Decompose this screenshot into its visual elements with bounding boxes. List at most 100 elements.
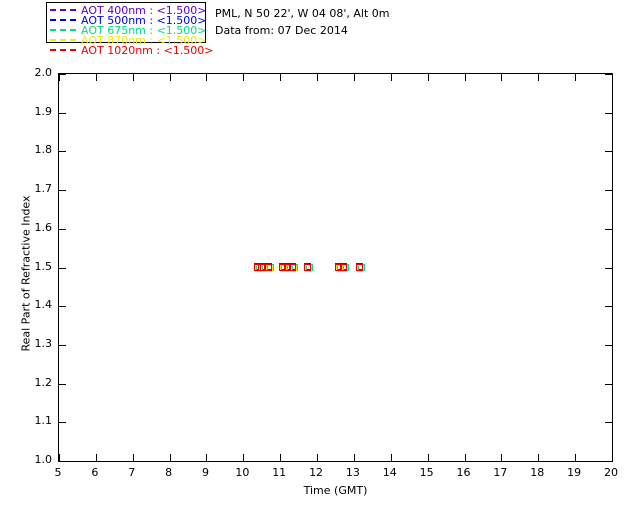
y-tick — [59, 306, 66, 308]
marker-square — [288, 264, 296, 271]
marker-square — [279, 265, 287, 272]
x-tick-top — [353, 74, 355, 81]
x-tick-top — [464, 74, 466, 81]
x-tick — [317, 454, 319, 461]
x-tick — [538, 454, 540, 461]
y-tick-right — [605, 422, 612, 424]
x-tick — [132, 454, 134, 461]
x-tick-label: 15 — [419, 466, 434, 479]
legend-entry-870nm: AOT 870nm : <1.500> — [50, 35, 207, 46]
x-tick-top — [243, 74, 245, 81]
data-point-marker — [303, 264, 312, 271]
data-point-marker — [288, 264, 297, 271]
y-tick-right — [605, 383, 612, 385]
marker-square — [264, 264, 272, 271]
x-tick-top — [575, 74, 577, 81]
y-tick — [59, 112, 66, 114]
x-tick-top — [501, 74, 503, 81]
y-tick-right — [605, 112, 612, 114]
x-tick — [280, 454, 282, 461]
marker-square — [278, 264, 286, 271]
x-tick-label: 5 — [54, 466, 62, 479]
data-point-marker — [278, 264, 287, 271]
x-tick-top — [612, 74, 613, 81]
x-tick-label: 7 — [128, 466, 136, 479]
y-tick — [59, 344, 66, 346]
x-tick-label: 6 — [91, 466, 99, 479]
x-tick-label: 19 — [567, 466, 582, 479]
x-tick-top — [317, 74, 319, 81]
data-point-marker — [253, 264, 262, 271]
y-tick — [59, 422, 66, 424]
data-point-marker — [304, 264, 312, 272]
y-tick-label: 1.2 — [34, 375, 53, 389]
x-tick-label: 16 — [456, 466, 471, 479]
y-tick-label: 1.9 — [34, 104, 53, 118]
x-tick — [169, 454, 171, 461]
y-tick-label: 1.8 — [34, 143, 53, 157]
x-tick — [612, 454, 613, 461]
x-tick-label: 13 — [345, 466, 360, 479]
y-tick-label: 1.0 — [34, 453, 53, 466]
marker-square — [283, 264, 291, 271]
legend-entry-400nm: AOT 400nm : <1.500> — [50, 5, 207, 16]
y-tick-right — [605, 267, 612, 269]
x-tick-label: 11 — [272, 466, 287, 479]
legend-label-870nm: AOT 870nm : <1.500> — [81, 34, 207, 47]
x-tick-top — [132, 74, 134, 81]
y-tick-label: 1.6 — [34, 220, 53, 234]
data-point-marker — [283, 264, 292, 271]
x-tick-top — [280, 74, 282, 81]
marker-square — [304, 265, 312, 272]
y-tick-label: 1.4 — [34, 298, 53, 312]
y-tick-right — [605, 228, 612, 230]
x-tick-label: 8 — [165, 466, 173, 479]
y-tick — [59, 151, 66, 153]
x-tick-label: 10 — [235, 466, 250, 479]
plot-area — [58, 73, 613, 462]
data-point-marker — [357, 264, 365, 272]
y-tick — [59, 461, 66, 462]
x-tick-top — [427, 74, 429, 81]
data-point-marker — [264, 264, 273, 271]
x-tick — [427, 454, 429, 461]
legend-box: AOT 400nm : <1.500> AOT 500nm : <1.500> … — [46, 2, 214, 56]
x-tick-label: 12 — [309, 466, 324, 479]
y-tick-label: 1.5 — [34, 259, 53, 273]
x-tick-label: 17 — [493, 466, 508, 479]
legend-dash-500nm — [50, 19, 76, 21]
y-tick — [59, 267, 66, 269]
legend-dash-870nm — [50, 39, 76, 41]
x-tick-label: 14 — [382, 466, 397, 479]
y-tick-label: 1.3 — [34, 336, 53, 350]
y-tick — [59, 190, 66, 192]
legend-label-400nm: AOT 400nm : <1.500> — [81, 4, 207, 17]
data-point-marker — [265, 264, 273, 272]
marker-square — [303, 264, 311, 271]
data-point-marker — [279, 264, 287, 272]
y-tick-label: 2.0 — [34, 66, 53, 79]
legend-entry-500nm: AOT 500nm : <1.500> — [50, 15, 207, 26]
marker-square — [340, 265, 348, 272]
marker-square — [356, 264, 364, 271]
y-tick-right — [605, 306, 612, 308]
y-tick-label: 1.1 — [34, 414, 53, 428]
y-tick-right — [605, 344, 612, 346]
x-tick-top — [95, 74, 97, 81]
marker-square — [253, 264, 261, 271]
data-point-marker — [356, 264, 364, 271]
data-point-marker — [340, 264, 348, 272]
x-tick — [243, 454, 245, 461]
x-tick — [353, 454, 355, 461]
x-tick-top — [390, 74, 392, 81]
marker-square — [258, 264, 265, 271]
legend-dash-400nm — [50, 9, 76, 11]
data-point-marker — [258, 264, 266, 271]
y-tick — [59, 74, 66, 75]
marker-square — [357, 265, 365, 272]
x-tick-top — [206, 74, 208, 81]
x-tick-label: 9 — [201, 466, 209, 479]
x-tick — [206, 454, 208, 461]
legend-entry-1020nm: AOT 1020nm : <1.500> — [50, 45, 214, 56]
legend-dash-675nm — [50, 29, 76, 31]
